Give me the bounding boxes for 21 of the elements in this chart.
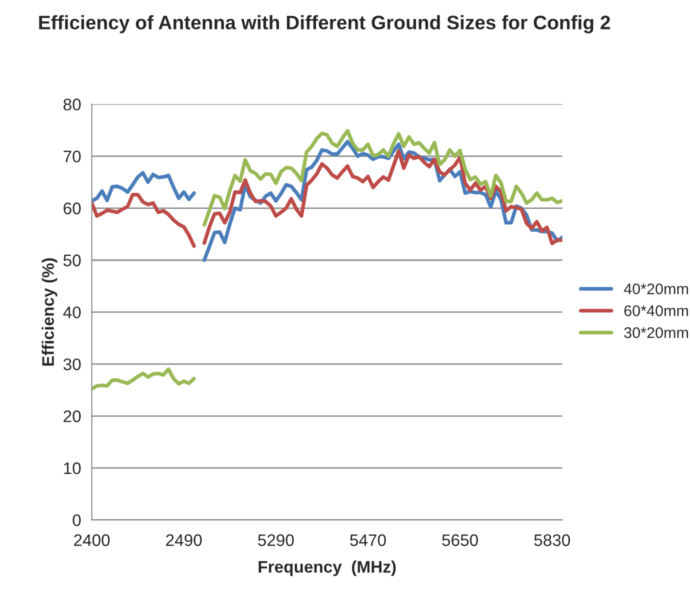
x-tick-label: 5650: [442, 534, 478, 546]
chart-title: Efficiency of Antenna with Different Ground Sizes for Config 2: [39, 15, 610, 34]
x-tick-label: 2490: [166, 534, 202, 546]
y-tick-label: 70: [64, 150, 81, 162]
x-tick-label: 5470: [350, 534, 386, 546]
x-tick-label: 5290: [258, 534, 294, 546]
x-axis-title: Frequency (MHz): [258, 560, 396, 576]
y-tick-label: 40: [63, 306, 81, 318]
x-tick-label: 5830: [534, 534, 570, 546]
x-tick-label: 2400: [74, 534, 110, 546]
legend-label: 40*20mm: [624, 283, 688, 294]
y-tick-label: 20: [64, 410, 81, 422]
y-axis-title: Efficiency (%): [42, 258, 58, 366]
y-tick-label: 80: [64, 98, 81, 110]
y-tick-label: 0: [72, 514, 81, 526]
y-tick-label: 10: [64, 462, 81, 474]
y-tick-label: 50: [63, 254, 81, 266]
legend-label: 30*20mm: [624, 327, 688, 338]
y-tick-label: 60: [64, 202, 81, 214]
y-tick-label: 30: [63, 358, 81, 370]
legend-label: 60*40mm: [624, 305, 688, 316]
